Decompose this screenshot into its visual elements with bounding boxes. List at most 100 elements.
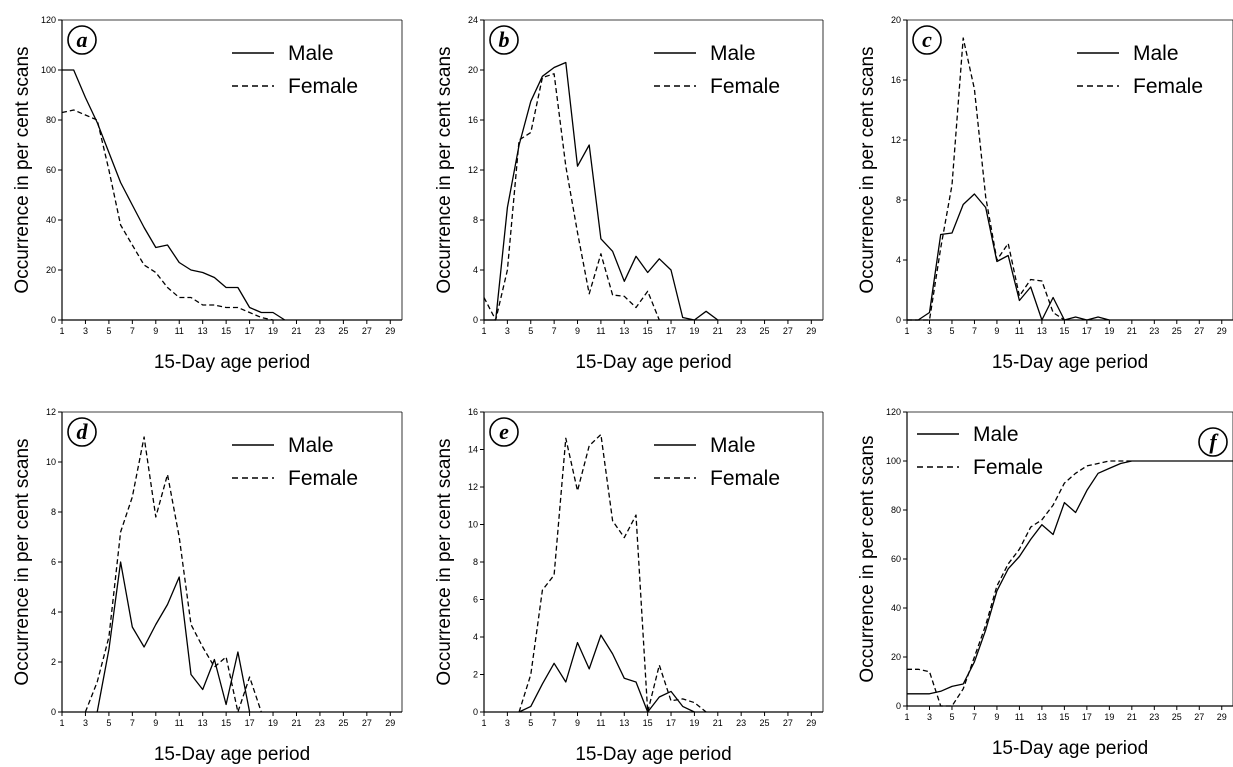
legend-e: Male Female [654,434,780,490]
x-tick-label-f: 11 [1015,712,1024,722]
y-tick-label-d: 4 [51,607,56,617]
x-axis-title-a: 15-Day age period [154,352,310,373]
x-tick-label-b: 13 [619,326,629,336]
panel-label-b: b [499,27,510,52]
panel-label-a: a [77,27,88,52]
x-tick-label-b: 27 [783,326,793,336]
y-tick-label-b: 16 [468,115,478,125]
y-axis-title-c: Occurrence in per cent scans [857,46,878,293]
x-tick-label-c: 23 [1149,326,1159,336]
x-tick-label-a: 25 [338,326,348,336]
x-tick-label-b: 9 [575,326,580,336]
x-tick-label-a: 17 [245,326,255,336]
x-tick-label-c: 9 [994,326,999,336]
y-tick-label-f: 0 [896,701,901,711]
y-tick-label-d: 10 [46,457,56,467]
x-tick-label-e: 9 [575,718,580,728]
x-tick-label-c: 29 [1217,326,1227,336]
x-tick-label-f: 1 [904,712,909,722]
y-tick-label-a: 40 [46,215,56,225]
panel-badge-circle-a [67,25,97,55]
series-line-female-c [907,37,1065,321]
x-tick-label-b: 1 [481,326,486,336]
legend-d: Male Female [232,434,358,490]
x-tick-label-a: 3 [83,326,88,336]
x-tick-label-e: 7 [552,718,557,728]
x-tick-label-f: 25 [1172,712,1182,722]
y-tick-label-e: 4 [473,632,478,642]
y-tick-label-c: 12 [891,135,901,145]
y-tick-label-a: 0 [51,315,56,325]
series-line-female-f [907,460,1132,707]
series-line-male-e [518,634,695,713]
x-tick-label-d: 17 [245,718,255,728]
x-tick-label-a: 27 [362,326,372,336]
series-line-male-c [907,193,1110,321]
chart-panel-e: 1 3 5 7 9 11 13 15 17 19 21 23 25 27 29024681012141615… [434,407,824,765]
y-tick-label-a: 100 [41,65,56,75]
x-tick-label-d: 15 [221,718,231,728]
x-tick-label-e: 3 [505,718,510,728]
x-tick-label-b: 21 [713,326,723,336]
panel-badge-circle-b [489,25,519,55]
x-tick-label-c: 5 [949,326,954,336]
series-line-male-f [907,460,1233,695]
x-tick-label-e: 27 [783,718,793,728]
chart-panel-b: 1 3 5 7 9 11 13 15 17 19 21 23 25 27 290481216202415-D… [434,15,824,373]
series-line-male-d [96,561,251,713]
panel-label-f: f [1209,429,1219,454]
x-tick-label-d: 13 [198,718,208,728]
x-tick-label-e: 11 [596,718,605,728]
y-tick-label-b: 12 [468,165,478,175]
legend-b: Male Female [654,42,780,98]
x-tick-label-c: 3 [927,326,932,336]
y-tick-label-e: 8 [473,557,478,567]
legend-label-male-b: Male [710,42,756,65]
x-tick-label-a: 9 [153,326,158,336]
x-tick-label-b: 29 [806,326,816,336]
x-tick-label-c: 11 [1015,326,1024,336]
x-tick-label-f: 17 [1082,712,1092,722]
y-axis-title-a: Occurrence in per cent scans [12,46,33,293]
panel-badge-circle-f [1198,427,1228,457]
chart-panel-d: 1 3 5 7 9 11 13 15 17 19 21 23 25 27 2902468101215-Day… [12,407,403,765]
x-tick-label-b: 15 [643,326,653,336]
x-tick-label-b: 3 [505,326,510,336]
x-tick-label-b: 19 [689,326,699,336]
y-tick-label-e: 2 [473,670,478,680]
x-tick-label-c: 25 [1172,326,1182,336]
x-tick-label-f: 15 [1059,712,1069,722]
legend-label-female-b: Female [710,75,780,98]
x-tick-label-e: 19 [689,718,699,728]
panel-label-e: e [499,419,509,444]
x-tick-label-c: 27 [1194,326,1204,336]
x-tick-label-b: 25 [760,326,770,336]
series-line-female-e [518,433,707,713]
x-tick-label-c: 7 [972,326,977,336]
legend-c: Male Female [1077,42,1203,98]
y-tick-label-e: 10 [468,520,478,530]
y-tick-label-a: 20 [46,265,56,275]
y-tick-label-d: 0 [51,707,56,717]
y-tick-label-b: 20 [468,65,478,75]
x-tick-label-e: 5 [528,718,533,728]
x-tick-label-f: 5 [949,712,954,722]
x-tick-label-c: 17 [1082,326,1092,336]
x-tick-label-a: 13 [198,326,208,336]
x-tick-label-e: 13 [619,718,629,728]
y-tick-label-d: 6 [51,557,56,567]
x-tick-label-e: 29 [806,718,816,728]
legend-label-female-f: Female [973,456,1043,479]
y-tick-label-e: 6 [473,595,478,605]
x-tick-label-f: 9 [994,712,999,722]
x-tick-label-d: 5 [106,718,111,728]
x-tick-label-d: 25 [338,718,348,728]
chart-panel-c: 1 3 5 7 9 11 13 15 17 19 21 23 25 27 2904812162015-Day… [857,15,1233,373]
panel-label-d: d [77,419,89,444]
x-tick-label-e: 23 [736,718,746,728]
x-tick-label-d: 21 [291,718,301,728]
chart-panel-f: 1 3 5 7 9 11 13 15 17 19 21 23 25 27 29020406080100120… [857,407,1233,759]
y-tick-label-c: 20 [891,15,901,25]
legend-f: Male Female [917,423,1043,479]
